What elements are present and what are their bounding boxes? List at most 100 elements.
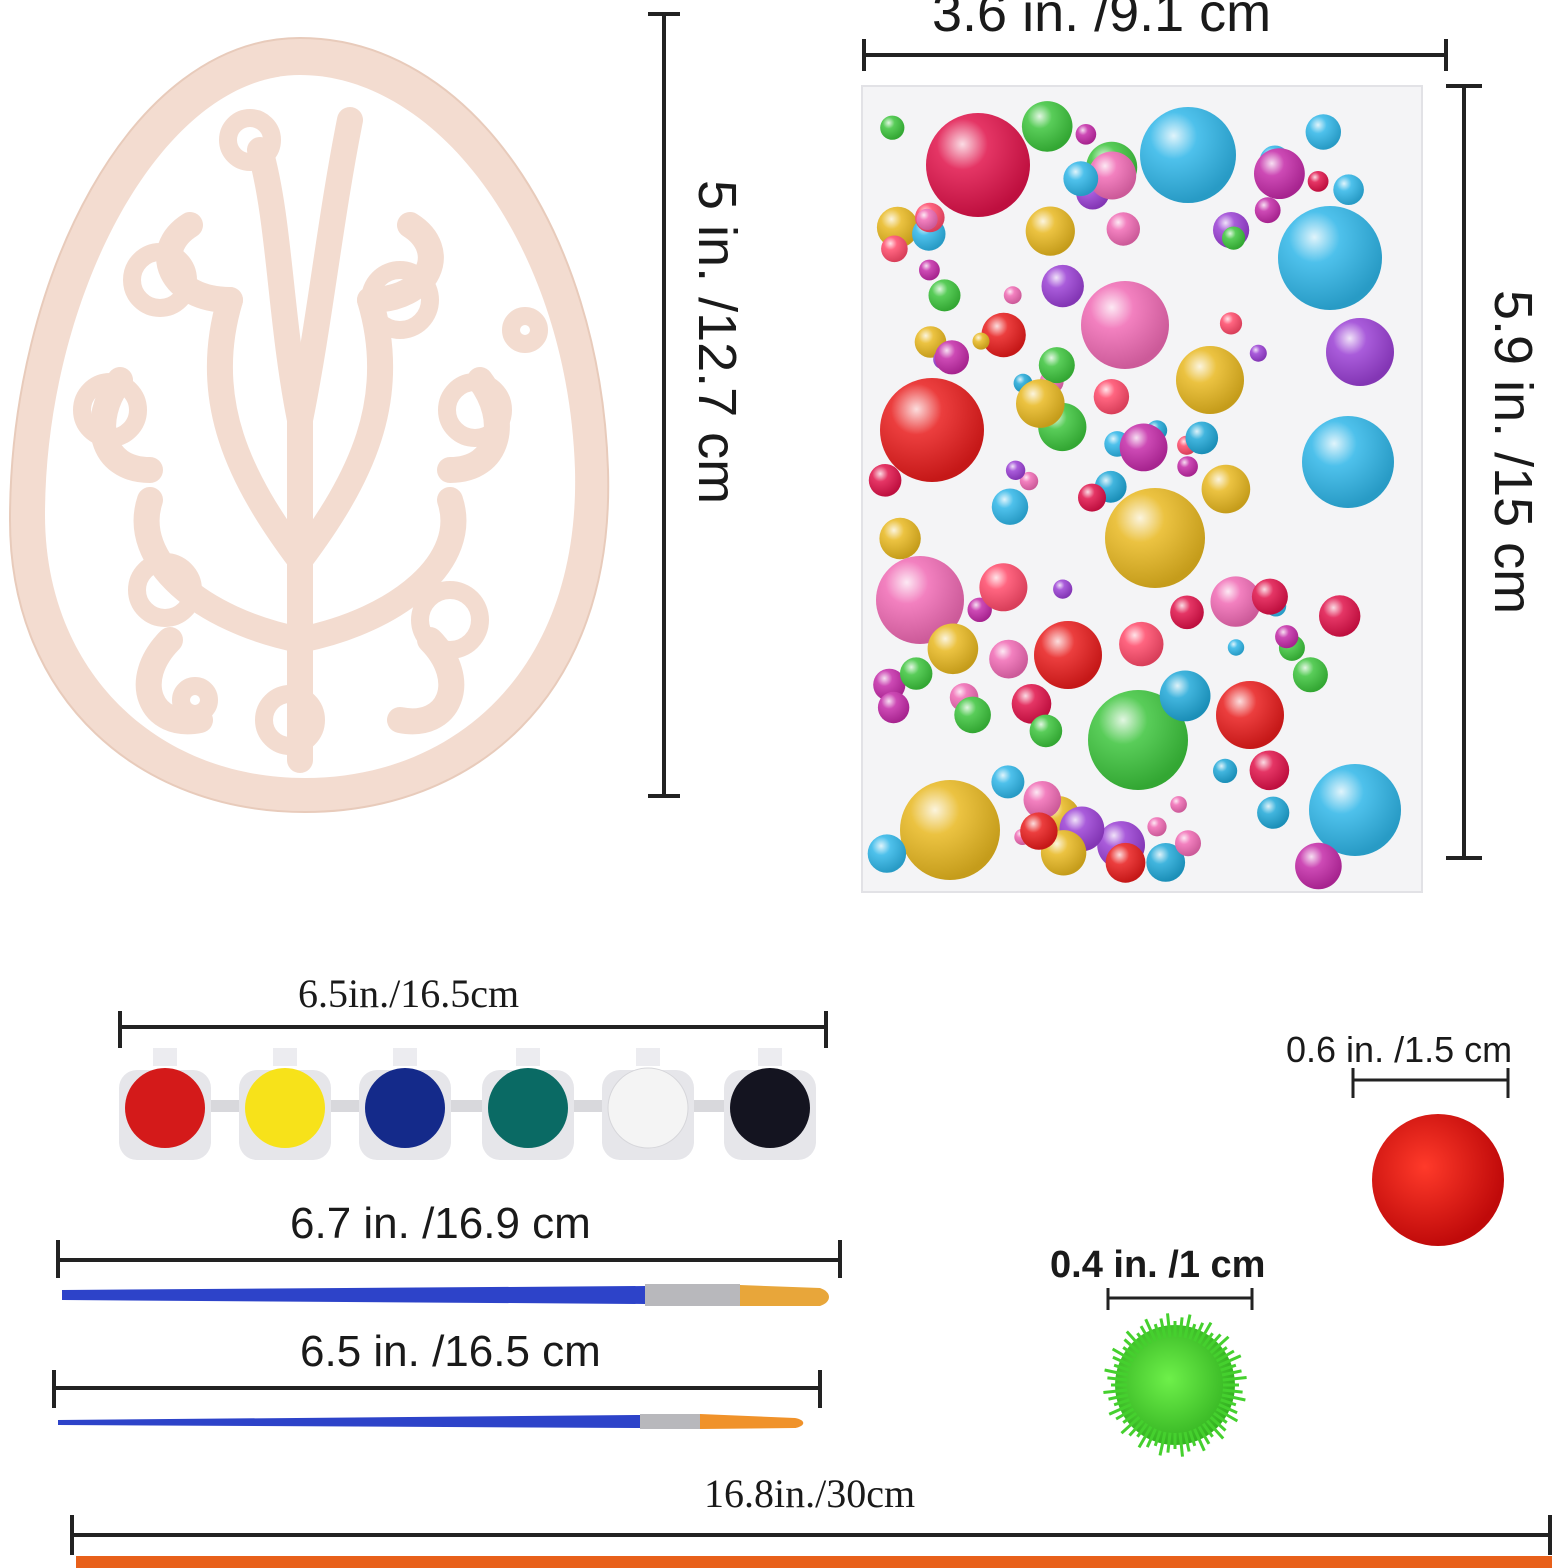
pompom-fiber: [1123, 1338, 1141, 1355]
green-pompom: [1103, 1313, 1247, 1457]
pompom-fiber: [1128, 1419, 1145, 1437]
small-paint-brush: [58, 1414, 804, 1429]
gem-highlight: [1023, 781, 1062, 819]
pompom-fiber: [1137, 1425, 1153, 1449]
gem-sticker-sheet: [861, 85, 1423, 893]
gem-highlight: [1016, 379, 1065, 428]
gem-highlight: [1295, 842, 1342, 890]
gem-highlight: [1088, 151, 1137, 200]
red-pompom: [1372, 1114, 1504, 1246]
small-brush-length-label: 6.5 in. /16.5 cm: [300, 1327, 601, 1376]
paint-pot: [482, 1048, 574, 1160]
gem-highlight: [1034, 621, 1102, 689]
pompom-fiber: [1113, 1363, 1130, 1372]
pompom-fiber: [1220, 1363, 1237, 1372]
pompom-fiber: [1218, 1354, 1242, 1367]
pompom-fiber: [1197, 1321, 1213, 1345]
pompom-fiber: [1188, 1430, 1197, 1447]
gem-highlight: [928, 279, 961, 312]
paint-pot: [602, 1048, 694, 1160]
gem-highlight: [1333, 174, 1364, 205]
pompom-fiber: [1108, 1403, 1132, 1416]
pompom-fiber: [1221, 1369, 1242, 1377]
pompom-fiber: [1120, 1415, 1141, 1435]
small-brush-dimension: [52, 1370, 822, 1408]
pompom-fiber: [1212, 1346, 1228, 1359]
gem-highlight: [954, 696, 991, 734]
pompom-fiber: [1104, 1368, 1129, 1377]
gem-highlight: [972, 332, 990, 350]
gem-highlight: [1254, 197, 1281, 224]
pompom-fiber: [1122, 1411, 1138, 1424]
gem-highlight: [868, 464, 902, 497]
gem-highlight: [1278, 206, 1382, 310]
gem-highlight: [1088, 690, 1188, 790]
gem-highlight: [1011, 684, 1052, 724]
gem-highlight: [981, 312, 1026, 358]
gem-highlight: [1175, 830, 1201, 857]
gem-highlight: [1249, 750, 1290, 791]
gem-highlight: [881, 235, 908, 263]
pompom-fiber: [1222, 1388, 1243, 1394]
pompom-fiber: [1209, 1335, 1230, 1355]
gem-highlight: [1106, 212, 1141, 246]
gem-highlight: [1176, 346, 1244, 414]
pompom-fiber: [1212, 1411, 1228, 1424]
gem-highlight: [1119, 423, 1168, 472]
gem-highlight: [1021, 101, 1073, 152]
gem-highlight: [877, 691, 910, 724]
pompom-fiber: [1111, 1347, 1135, 1363]
gem-highlight: [1309, 764, 1401, 856]
pompom-fiber: [1218, 1403, 1238, 1415]
gem-highlight: [927, 623, 979, 675]
paint-strip-width-label: 6.5in./16.5cm: [298, 971, 520, 1016]
paint-pot: [724, 1048, 816, 1160]
gem-highlight: [880, 378, 984, 482]
gem-highlight: [1041, 264, 1084, 308]
pompom-fiber: [1103, 1388, 1128, 1394]
gem-highlight: [1119, 621, 1164, 667]
gem-highlight: [1302, 416, 1394, 508]
pompom-fiber: [1178, 1317, 1184, 1338]
pompom-fiber: [1221, 1393, 1246, 1402]
pompom-fiber: [1183, 1314, 1192, 1339]
pompom-fiber: [1113, 1398, 1130, 1407]
gem-highlight: [1159, 670, 1211, 722]
pompom-fiber: [1136, 1332, 1149, 1348]
gem-highlight: [1019, 471, 1039, 491]
paint-pot: [119, 1048, 211, 1160]
pompom-fiber: [1193, 1322, 1205, 1342]
gem-highlight: [916, 208, 938, 230]
pompom-fiber: [1112, 1355, 1132, 1367]
gem-highlight: [1170, 595, 1204, 630]
pompom-fiber: [1166, 1313, 1172, 1338]
pompom-fiber: [1122, 1346, 1138, 1359]
gem-highlight: [1081, 281, 1169, 369]
sheet-width-label: 3.6 in. /9.1 cm: [932, 0, 1272, 43]
gem-highlight: [867, 834, 907, 873]
large-brush-length-label: 6.7 in. /16.9 cm: [290, 1199, 591, 1248]
gem-highlight: [1140, 107, 1236, 203]
gem-highlight: [934, 340, 970, 375]
gem-highlight: [1003, 286, 1022, 305]
large-brush-dimension: [56, 1240, 842, 1278]
gem-highlight: [1105, 842, 1146, 883]
pompom-fiber: [1215, 1407, 1239, 1423]
gem-highlight: [900, 657, 933, 690]
paint-pot: [359, 1048, 451, 1160]
gem-highlight: [1292, 657, 1328, 693]
pompom-fiber: [1201, 1422, 1214, 1438]
gem-highlight: [1147, 817, 1167, 837]
gem-highlight: [991, 488, 1029, 525]
pompom-fiber: [1183, 1431, 1191, 1452]
gem-highlight: [1305, 114, 1342, 150]
paint-pot: [239, 1048, 331, 1160]
gem-highlight: [1075, 124, 1097, 145]
gem-highlight: [1177, 456, 1198, 477]
gem-highlight: [1249, 344, 1267, 362]
gem-highlight: [1219, 312, 1243, 335]
gem-highlight: [1254, 148, 1305, 200]
gem-highlight: [879, 517, 921, 560]
